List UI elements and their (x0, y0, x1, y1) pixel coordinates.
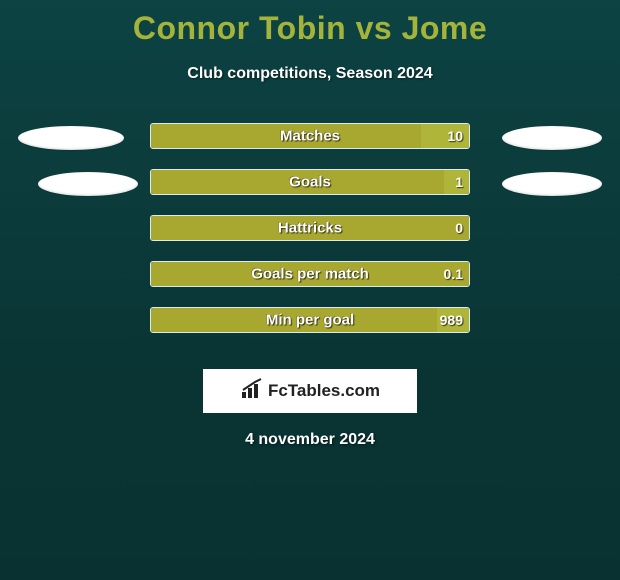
bar-left-fill (151, 262, 469, 286)
stat-row: Goals per match0.1 (10, 261, 610, 307)
bar-left-fill (151, 216, 469, 240)
bar-left-fill (151, 170, 444, 194)
bar-track: Min per goal989 (150, 307, 470, 333)
stat-row: Goals1 (10, 169, 610, 215)
stat-row: Matches10 (10, 123, 610, 169)
page-subtitle: Club competitions, Season 2024 (0, 65, 620, 83)
left-ellipse (18, 126, 124, 150)
date-line: 4 november 2024 (0, 431, 620, 449)
bar-left-fill (151, 124, 421, 148)
right-ellipse (502, 172, 602, 196)
left-ellipse (38, 172, 138, 196)
right-ellipse (502, 126, 602, 150)
bar-track: Goals1 (150, 169, 470, 195)
bar-track: Matches10 (150, 123, 470, 149)
stat-row: Hattricks0 (10, 215, 610, 261)
bar-track: Hattricks0 (150, 215, 470, 241)
logo-text: FcTables.com (268, 381, 380, 401)
bar-left-fill (151, 308, 437, 332)
stat-row: Min per goal989 (10, 307, 610, 353)
bar-right-fill (421, 124, 469, 148)
bar-track: Goals per match0.1 (150, 261, 470, 287)
bar-right-fill (444, 170, 469, 194)
comparison-chart: Matches10 Goals1 Hattricks0 Goals per match… (0, 123, 620, 353)
bar-right-fill (437, 308, 469, 332)
bar-chart-icon (240, 378, 264, 405)
page-title: Connor Tobin vs Jome (0, 0, 620, 47)
fctables-logo[interactable]: FcTables.com (203, 369, 417, 413)
